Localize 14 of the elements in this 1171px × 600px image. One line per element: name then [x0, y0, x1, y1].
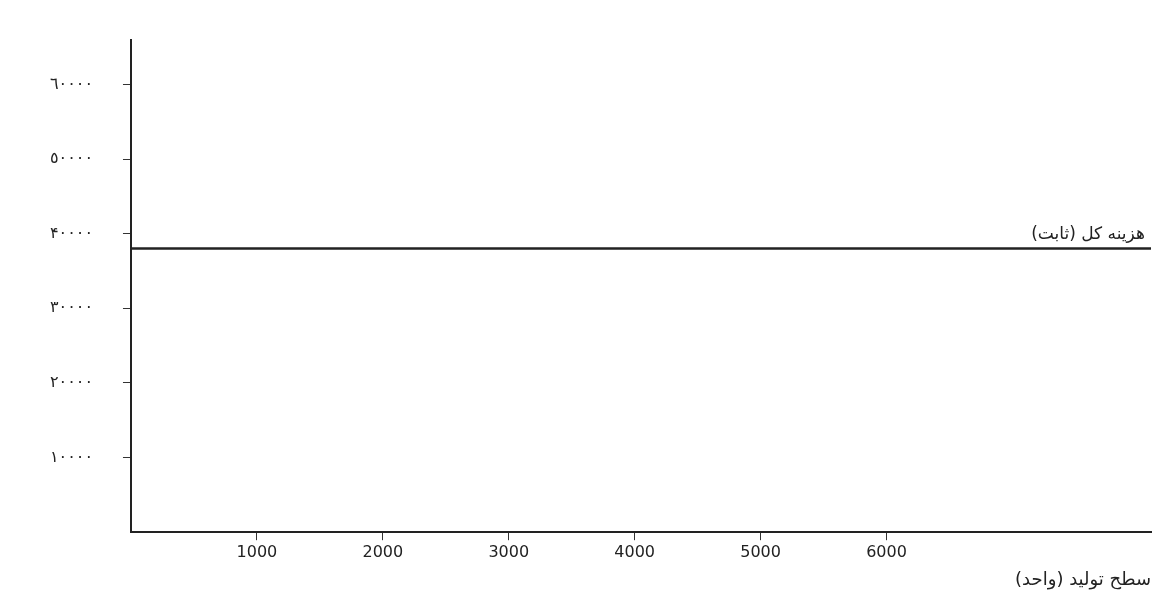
annotation: هزینه کل (ثابت): [1031, 222, 1145, 243]
x-tick-label: 1000: [236, 541, 278, 561]
y-tick-label: ٣٠٠٠٠: [50, 297, 93, 317]
x-tick-label: 5000: [740, 541, 781, 561]
y-tick-label: ٢٠٠٠٠: [50, 372, 93, 392]
x-tick-label: 3000: [488, 541, 530, 561]
y-tick-label: ۴٠٠٠٠: [50, 222, 93, 242]
x-tick-label: 6000: [866, 541, 907, 561]
x-tick-label: 2000: [362, 541, 404, 561]
y-tick-label: ١٠٠٠٠: [50, 446, 93, 466]
y-tick-label: ٥٠٠٠٠: [50, 148, 93, 168]
y-tick-label: ٦٠٠٠٠: [50, 73, 93, 93]
x-axis-title: سطح تولید (واحد): [1015, 567, 1151, 590]
x-tick-label: 4000: [614, 541, 656, 561]
